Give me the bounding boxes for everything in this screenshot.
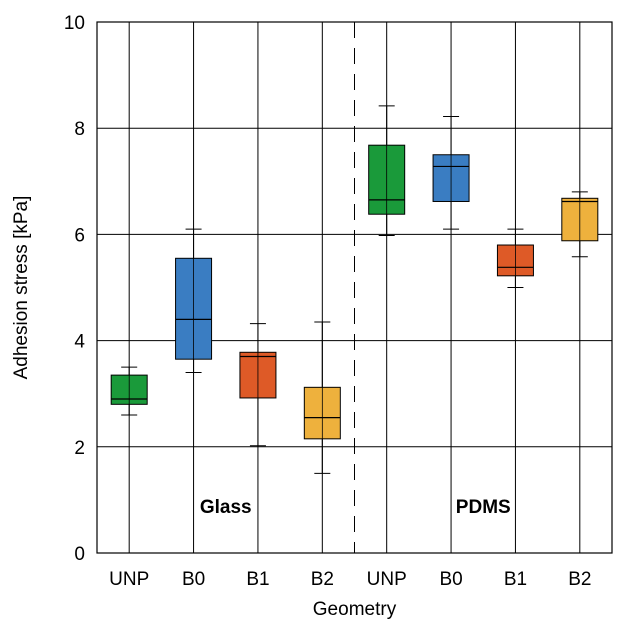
y-tick-label: 6 [74, 225, 85, 246]
box-pdms-b0 [432, 116, 470, 230]
x-tick-label: B2 [311, 569, 334, 590]
boxes [110, 105, 599, 474]
box-pdms-b2 [561, 191, 599, 258]
box-pdms-unp [368, 105, 406, 236]
x-tick-label: UNP [367, 569, 407, 590]
x-tick-label: B2 [568, 569, 591, 590]
y-tick-label: 0 [74, 544, 85, 565]
box-pdms-b1 [496, 228, 534, 288]
x-tick-label: B0 [439, 569, 462, 590]
box-glass-b1 [239, 323, 277, 447]
group-label-pdms: PDMS [456, 497, 511, 518]
x-tick-label: B1 [504, 569, 527, 590]
plot-frame [96, 21, 613, 554]
x-tick-label: B0 [182, 569, 205, 590]
y-tick-labels: 0 2 4 6 8 10 [64, 13, 86, 565]
box-glass-unp [110, 366, 148, 416]
group-labels: Glass PDMS [200, 497, 511, 518]
y-tick-label: 10 [64, 13, 85, 34]
group-label-glass: Glass [200, 497, 252, 518]
y-tick-label: 4 [74, 332, 85, 353]
x-tick-labels: UNP B0 B1 B2 UNP B0 B1 B2 [109, 569, 591, 590]
box-glass-b2 [303, 321, 341, 474]
box-glass-b0 [175, 228, 213, 373]
y-axis-label: Adhesion stress [kPa] [11, 196, 32, 380]
y-tick-label: 8 [74, 119, 85, 140]
x-axis-label: Geometry [313, 599, 397, 620]
y-tick-label: 2 [74, 438, 85, 459]
x-tick-label: UNP [109, 569, 149, 590]
x-tick-label: B1 [246, 569, 269, 590]
